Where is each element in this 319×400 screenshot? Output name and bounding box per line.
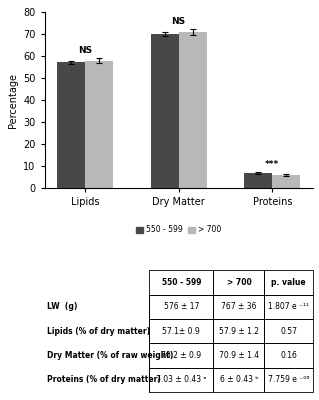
Text: ***: ***	[265, 160, 279, 169]
Y-axis label: Percentage: Percentage	[8, 73, 18, 128]
Bar	[264, 319, 313, 343]
Text: Lipids (% of dry matter): Lipids (% of dry matter)	[47, 327, 151, 336]
Text: 6 ± 0.43 ᵇ: 6 ± 0.43 ᵇ	[219, 375, 258, 384]
Text: Dry Matter (% of raw weight): Dry Matter (% of raw weight)	[47, 351, 174, 360]
Bar	[264, 295, 313, 319]
Bar	[149, 343, 213, 368]
Text: 70.2 ± 0.9: 70.2 ± 0.9	[161, 351, 201, 360]
Text: 0.16: 0.16	[280, 351, 297, 360]
Bar	[213, 343, 264, 368]
Bar	[244, 173, 272, 188]
Text: 0.57: 0.57	[280, 327, 297, 336]
Bar	[213, 368, 264, 392]
Legend: 550 - 599, > 700: 550 - 599, > 700	[133, 222, 224, 238]
Text: 7.759 e ⁻⁰⁶: 7.759 e ⁻⁰⁶	[268, 375, 309, 384]
Bar	[149, 368, 213, 392]
Text: 1.807 e ⁻¹¹: 1.807 e ⁻¹¹	[268, 302, 309, 311]
Text: 576 ± 17: 576 ± 17	[164, 302, 199, 311]
Bar	[264, 343, 313, 368]
Bar	[57, 62, 85, 188]
Text: 7.03 ± 0.43 ᵃ: 7.03 ± 0.43 ᵃ	[156, 375, 207, 384]
Bar	[264, 368, 313, 392]
Bar	[179, 32, 207, 188]
Bar	[149, 295, 213, 319]
Text: 57.9 ± 1.2: 57.9 ± 1.2	[219, 327, 259, 336]
Bar	[213, 319, 264, 343]
Bar	[213, 295, 264, 319]
Text: > 700: > 700	[226, 278, 251, 287]
Text: Proteins (% of dry matter): Proteins (% of dry matter)	[47, 375, 161, 384]
Bar	[151, 34, 179, 188]
Text: p. value: p. value	[271, 278, 306, 287]
Text: 57.1± 0.9: 57.1± 0.9	[162, 327, 200, 336]
Text: NS: NS	[78, 46, 92, 56]
Bar	[213, 270, 264, 295]
Bar	[149, 270, 213, 295]
Text: LW  (g): LW (g)	[47, 302, 78, 311]
Bar	[85, 61, 113, 188]
Bar	[149, 319, 213, 343]
Text: 767 ± 36: 767 ± 36	[221, 302, 257, 311]
Text: NS: NS	[172, 17, 186, 26]
Text: 550 - 599: 550 - 599	[161, 278, 201, 287]
Bar	[264, 270, 313, 295]
Text: 70.9 ± 1.4: 70.9 ± 1.4	[219, 351, 259, 360]
Bar	[272, 175, 300, 188]
